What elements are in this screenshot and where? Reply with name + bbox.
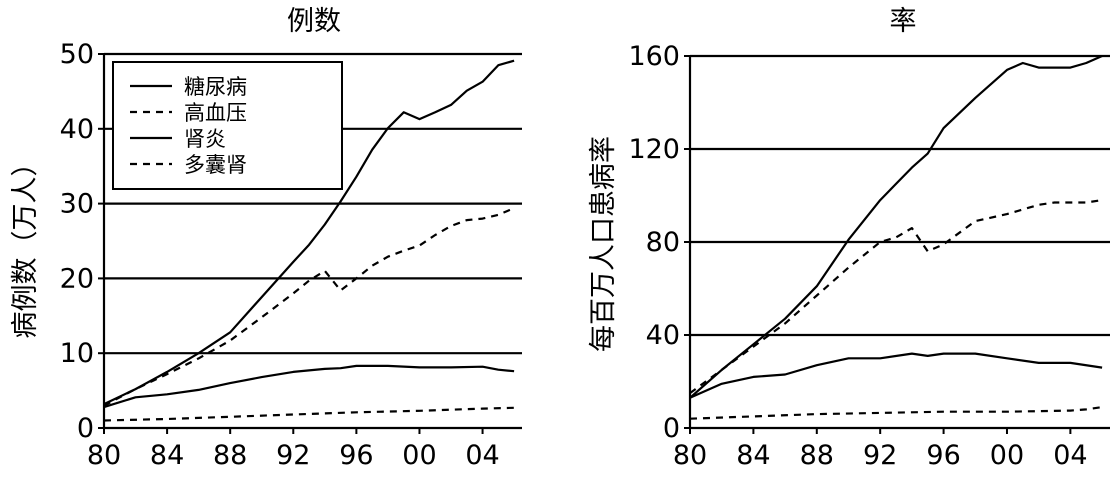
x-tick-label: 04	[465, 440, 499, 471]
legend-label-3: 肾炎	[184, 127, 226, 151]
legend-label-2: 高血压	[184, 101, 247, 125]
x-tick-label: 84	[736, 440, 770, 471]
y-axis-label-cases: 病例数（万人）	[10, 150, 41, 339]
legend-label-4: 多囊肾	[184, 153, 247, 177]
series-line-1	[689, 54, 1103, 399]
y-tick-label: 0	[77, 413, 94, 444]
panel-cases: 例数 病例数（万人） 0 10 20 30 40 50 80 84 88 92 96 00 04 糖尿病…	[10, 6, 522, 471]
series-line-2	[103, 207, 515, 407]
series-line-2	[689, 199, 1103, 394]
y-tick-label: 40	[646, 320, 680, 351]
panel-rate: 率 每百万人口患病率 0 40 80 120 160 80 84 88 92 96 00 04	[588, 6, 1110, 471]
x-tick-label: 04	[1053, 440, 1087, 471]
y-tick-label: 30	[60, 189, 94, 220]
x-tick-label: 88	[800, 440, 834, 471]
legend-label-1: 糖尿病	[184, 75, 247, 99]
y-tick-label: 160	[628, 41, 680, 72]
x-tick-label: 80	[673, 440, 707, 471]
ticks-rate: 0 40 80 120 160 80 84 88 92 96 00 04	[628, 41, 1087, 471]
x-tick-label: 88	[213, 440, 247, 471]
series-line-3	[103, 364, 515, 409]
y-tick-label: 50	[60, 39, 94, 70]
series-line-4	[103, 406, 515, 422]
y-tick-label: 80	[646, 227, 680, 258]
y-tick-label: 120	[628, 134, 680, 165]
series-group-cases	[103, 59, 515, 422]
y-axis-label-rate: 每百万人口患病率	[588, 136, 619, 352]
axes-frame-cases	[102, 54, 522, 430]
x-tick-label: 00	[402, 440, 436, 471]
gridlines-rate	[690, 54, 1110, 337]
x-tick-label: 80	[87, 440, 121, 471]
y-tick-label: 10	[60, 338, 94, 369]
ticks-cases: 0 10 20 30 40 50 80 84 88 92 96 00 04	[60, 39, 500, 471]
y-tick-label: 0	[663, 413, 680, 444]
legend-box	[112, 61, 343, 190]
series-line-4	[689, 406, 1103, 420]
series-line-1	[103, 59, 515, 406]
x-tick-label: 00	[990, 440, 1024, 471]
x-tick-label: 96	[339, 440, 373, 471]
x-tick-label: 92	[276, 440, 310, 471]
y-tick-label: 20	[60, 263, 94, 294]
x-tick-label: 84	[150, 440, 184, 471]
series-group-rate	[689, 54, 1103, 420]
chart-title-rate: 率	[890, 6, 917, 37]
axes-frame-rate	[688, 56, 1110, 430]
x-tick-label: 92	[863, 440, 897, 471]
chart-title-cases: 例数	[287, 6, 341, 37]
y-tick-label: 40	[60, 114, 94, 145]
x-tick-label: 96	[926, 440, 960, 471]
series-line-3	[689, 352, 1103, 399]
